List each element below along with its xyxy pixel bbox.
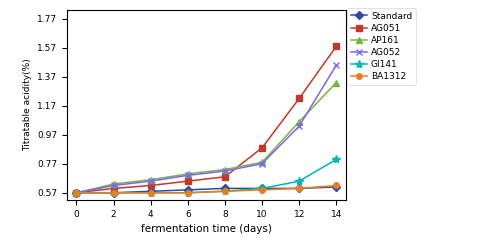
- BA1312: [259, 188, 265, 191]
- Standard: [148, 190, 154, 193]
- AP161: [185, 172, 191, 176]
- BA1312: [111, 191, 117, 194]
- AP161: [148, 178, 154, 181]
- Standard: [73, 191, 79, 194]
- Line: BA1312: BA1312: [74, 183, 339, 196]
- AG051: [222, 175, 228, 178]
- AG052: [222, 170, 228, 172]
- AG052: [296, 124, 302, 128]
- Line: Standard: Standard: [74, 184, 339, 196]
- AG052: [185, 174, 191, 177]
- Standard: [185, 188, 191, 191]
- GI141: [73, 191, 79, 194]
- GI141: [148, 191, 154, 194]
- GI141: [222, 190, 228, 193]
- AG051: [185, 180, 191, 183]
- BA1312: [73, 191, 79, 194]
- Standard: [334, 186, 339, 188]
- AG051: [259, 146, 265, 149]
- Line: AG051: AG051: [73, 43, 340, 196]
- Line: AG052: AG052: [73, 62, 340, 196]
- AG052: [73, 191, 79, 194]
- Y-axis label: Titratable acidity(%): Titratable acidity(%): [23, 58, 32, 151]
- Standard: [296, 187, 302, 190]
- Standard: [111, 191, 117, 194]
- Standard: [259, 187, 265, 190]
- GI141: [334, 158, 339, 161]
- AP161: [296, 120, 302, 123]
- AG052: [148, 180, 154, 183]
- BA1312: [185, 191, 191, 194]
- X-axis label: fermentation time (days): fermentation time (days): [141, 224, 272, 234]
- AP161: [111, 182, 117, 186]
- AG051: [334, 45, 339, 48]
- AG052: [334, 64, 339, 66]
- AG051: [73, 191, 79, 194]
- AG051: [148, 184, 154, 187]
- BA1312: [222, 190, 228, 193]
- BA1312: [148, 191, 154, 194]
- AG051: [111, 187, 117, 190]
- Line: AP161: AP161: [73, 79, 340, 196]
- GI141: [111, 191, 117, 194]
- Line: GI141: GI141: [72, 155, 340, 197]
- AG052: [259, 162, 265, 165]
- BA1312: [334, 184, 339, 187]
- AP161: [259, 161, 265, 164]
- GI141: [259, 187, 265, 190]
- AP161: [73, 191, 79, 194]
- AG051: [296, 97, 302, 100]
- Legend: Standard, AG051, AP161, AG052, GI141, BA1312: Standard, AG051, AP161, AG052, GI141, BA…: [348, 8, 416, 85]
- AG052: [111, 184, 117, 187]
- AP161: [334, 81, 339, 84]
- BA1312: [296, 187, 302, 190]
- GI141: [185, 191, 191, 194]
- GI141: [296, 180, 302, 183]
- AP161: [222, 168, 228, 171]
- Standard: [222, 187, 228, 190]
